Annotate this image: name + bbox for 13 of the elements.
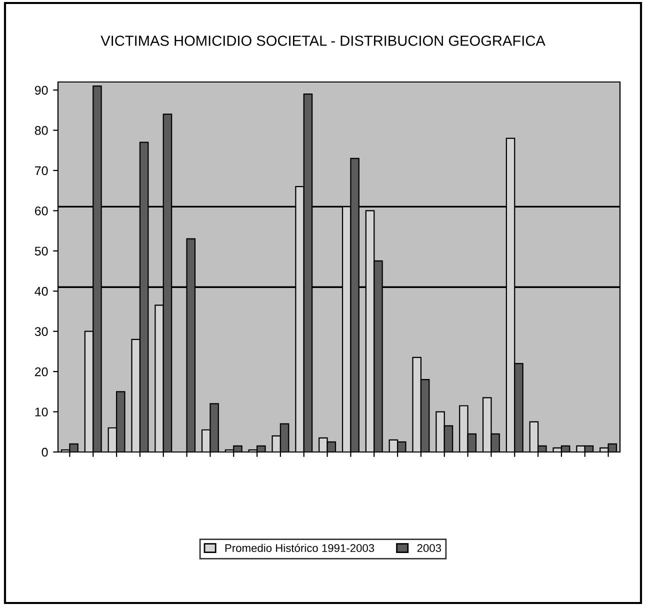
legend-label: Promedio Histórico 1991-2003 [225,544,374,552]
y-tick-label: 90 [34,86,48,95]
y-tick-label: 20 [35,367,48,376]
chart-title: VICTIMAS HOMICIDIO SOCIETAL - DISTRIBUCION GEOGRAFICA [100,36,546,46]
y-tick-label: 60 [35,206,48,216]
y-tick-label: 10 [35,408,48,416]
legend-label: 2003 [417,544,442,552]
y-tick-label: 40 [34,286,48,296]
y-tick-label: 30 [34,327,48,336]
y-tick-label: 0 [42,448,48,457]
y-tick-label: 50 [34,246,48,256]
y-tick-label: 80 [34,126,48,135]
y-tick-label: 70 [35,166,48,176]
